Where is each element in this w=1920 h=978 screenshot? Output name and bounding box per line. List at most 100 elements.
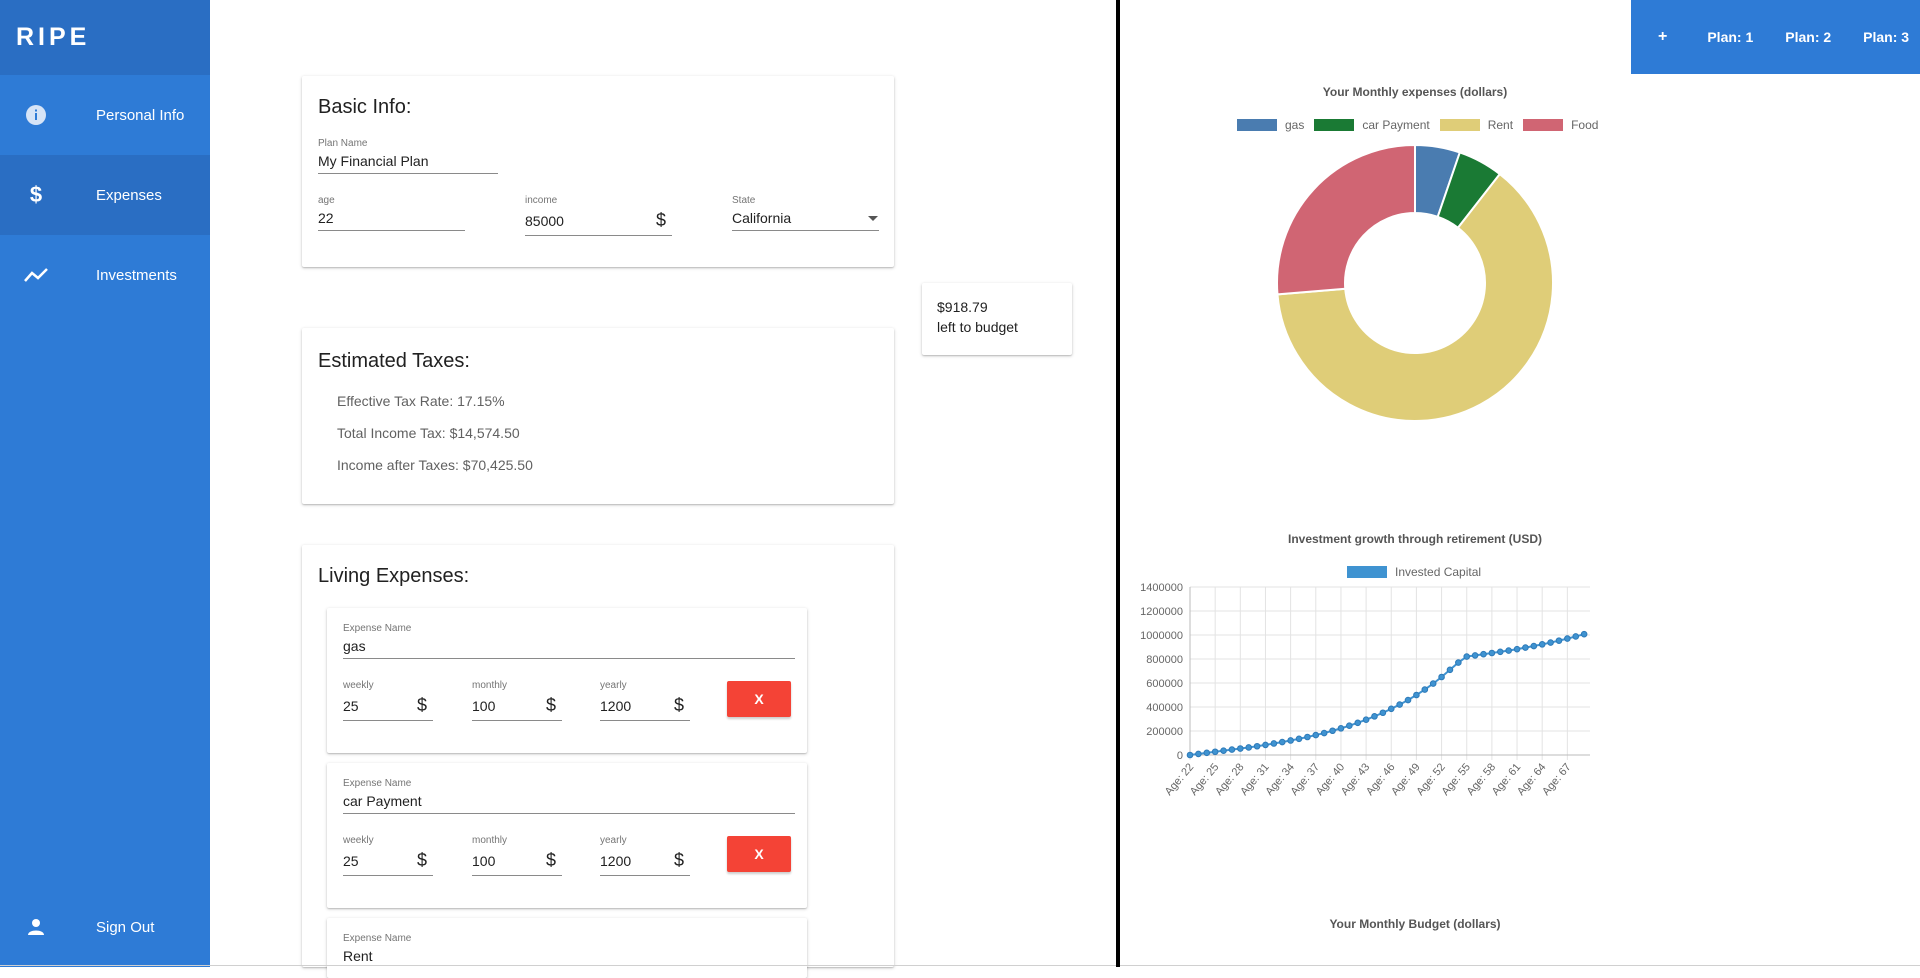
doughnut-slice-rent[interactable]	[1276, 172, 1554, 422]
data-point[interactable]	[1228, 746, 1236, 753]
scrollbar-track	[0, 965, 1920, 966]
data-point[interactable]	[1396, 701, 1403, 708]
weekly-field[interactable]: weekly 25 $	[343, 680, 433, 721]
data-point[interactable]	[1379, 709, 1387, 717]
data-point[interactable]	[1304, 733, 1311, 741]
data-point[interactable]	[1278, 738, 1286, 746]
state-select[interactable]: State California	[732, 195, 879, 231]
data-point[interactable]	[1429, 680, 1437, 687]
legend-item[interactable]: Food	[1523, 118, 1598, 132]
data-point[interactable]	[1488, 649, 1496, 657]
data-point[interactable]	[1564, 635, 1571, 642]
data-point[interactable]	[1513, 645, 1521, 653]
data-point[interactable]	[1471, 652, 1479, 659]
plan-name-label: Plan Name	[318, 138, 368, 149]
data-point[interactable]	[1371, 713, 1378, 720]
y-tick-label: 600000	[1146, 678, 1183, 690]
yearly-label: yearly	[600, 835, 627, 846]
legend-label: gas	[1285, 118, 1305, 132]
delete-expense-button[interactable]: X	[727, 836, 791, 872]
income-label: income	[525, 195, 558, 206]
data-point[interactable]	[1245, 744, 1253, 751]
data-point[interactable]	[1421, 686, 1429, 693]
sidebar-item-expenses[interactable]: $ Expenses	[0, 155, 210, 235]
data-point[interactable]	[1362, 716, 1370, 724]
data-point[interactable]	[1446, 666, 1454, 674]
data-point[interactable]	[1387, 705, 1395, 713]
income-after-taxes: Income after Taxes: $70,425.50	[337, 457, 533, 473]
data-point[interactable]	[1320, 729, 1328, 737]
data-point[interactable]	[1455, 659, 1462, 666]
data-point[interactable]	[1413, 691, 1420, 699]
data-point[interactable]	[1463, 653, 1471, 660]
data-point[interactable]	[1262, 741, 1269, 749]
add-plan-button[interactable]: +	[1658, 28, 1668, 45]
data-point[interactable]	[1538, 641, 1546, 648]
data-point[interactable]	[1547, 639, 1554, 646]
expense-name-field[interactable]: Expense Name gas	[343, 623, 795, 659]
expense-name-field[interactable]: Expense Name Rent	[343, 933, 795, 968]
plan-name-value: My Financial Plan	[318, 153, 429, 169]
data-point[interactable]	[1480, 650, 1487, 658]
plan-2-tab[interactable]: Plan: 2	[1785, 29, 1832, 45]
y-tick-label: 1200000	[1140, 606, 1183, 618]
legend-item[interactable]: Invested Capital	[1347, 565, 1481, 579]
data-point[interactable]	[1337, 725, 1345, 732]
legend-swatch	[1347, 566, 1387, 578]
data-point[interactable]	[1505, 647, 1512, 654]
data-point[interactable]	[1530, 642, 1538, 650]
legend-item[interactable]: gas	[1237, 118, 1304, 132]
expense-item-car-payment: Expense Name car Payment weekly 25 $ mont…	[327, 763, 807, 908]
data-point[interactable]	[1404, 696, 1412, 704]
state-label: State	[732, 195, 756, 206]
doughnut-slice-food[interactable]	[1276, 143, 1416, 296]
investment-legend: Invested Capital	[1347, 565, 1491, 579]
weekly-field[interactable]: weekly 25 $	[343, 835, 433, 876]
data-point[interactable]	[1270, 740, 1278, 747]
data-point[interactable]	[1211, 748, 1219, 756]
monthly-value: 100	[472, 697, 496, 714]
panel-divider[interactable]	[1116, 0, 1120, 967]
data-point[interactable]	[1253, 742, 1261, 750]
data-point[interactable]	[1195, 750, 1202, 758]
data-point[interactable]	[1312, 731, 1320, 739]
data-point[interactable]	[1580, 630, 1588, 638]
sign-out-label: Sign Out	[96, 918, 155, 936]
y-tick-label: 800000	[1146, 654, 1183, 666]
data-point[interactable]	[1438, 673, 1445, 681]
plan-3-tab[interactable]: Plan: 3	[1863, 29, 1910, 45]
data-point[interactable]	[1220, 747, 1227, 754]
monthly-field[interactable]: monthly 100 $	[472, 835, 562, 876]
plan-1-tab[interactable]: Plan: 1	[1707, 29, 1754, 45]
age-field[interactable]: age 22	[318, 195, 465, 231]
expense-name-field[interactable]: Expense Name car Payment	[343, 778, 795, 814]
weekly-value: 25	[343, 697, 359, 714]
sidebar-item-investments[interactable]: Investments	[0, 235, 210, 315]
yearly-field[interactable]: yearly 1200 $	[600, 835, 690, 876]
sidebar-item-personal-info[interactable]: Personal Info	[0, 75, 210, 155]
data-point[interactable]	[1186, 751, 1194, 759]
data-point[interactable]	[1203, 749, 1211, 757]
plan-name-field[interactable]: Plan Name My Financial Plan	[318, 138, 498, 174]
data-point[interactable]	[1237, 745, 1244, 752]
yearly-field[interactable]: yearly 1200 $	[600, 680, 690, 721]
data-point[interactable]	[1287, 737, 1294, 744]
income-value: 85000	[525, 212, 564, 229]
data-point[interactable]	[1572, 633, 1580, 640]
data-point[interactable]	[1555, 637, 1563, 644]
data-point[interactable]	[1329, 727, 1336, 735]
taxes-title: Estimated Taxes:	[318, 350, 470, 372]
data-point[interactable]	[1496, 648, 1504, 656]
brand-logo[interactable]: RIPE	[0, 0, 210, 75]
legend-item[interactable]: car Payment	[1314, 118, 1430, 132]
legend-swatch	[1523, 119, 1564, 131]
legend-item[interactable]: Rent	[1439, 118, 1513, 132]
monthly-field[interactable]: monthly 100 $	[472, 680, 562, 721]
data-point[interactable]	[1295, 735, 1303, 743]
data-point[interactable]	[1354, 719, 1362, 727]
income-field[interactable]: income 85000 $	[525, 195, 672, 236]
data-point[interactable]	[1522, 644, 1529, 651]
data-point[interactable]	[1346, 722, 1353, 730]
delete-expense-button[interactable]: X	[727, 681, 791, 717]
sign-out-button[interactable]: Sign Out	[0, 887, 210, 967]
